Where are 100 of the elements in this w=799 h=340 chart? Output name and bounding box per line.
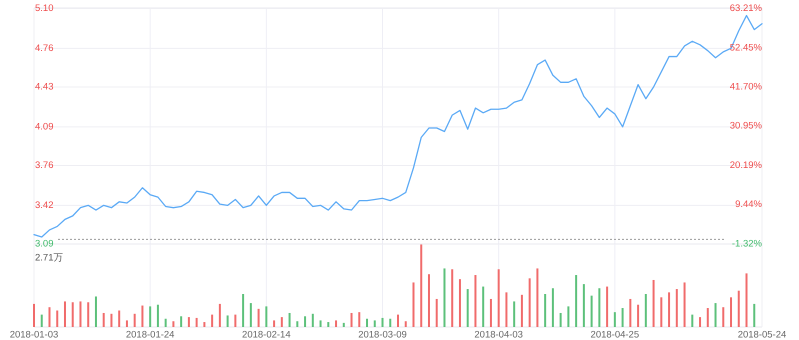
y-tick-label: 3.09 xyxy=(35,238,54,250)
y2-tick-label: 41.70% xyxy=(730,82,763,92)
bar xyxy=(40,314,43,327)
bar xyxy=(598,288,600,327)
bar xyxy=(420,244,422,327)
bar xyxy=(79,301,82,327)
bar xyxy=(180,316,182,327)
y2-tick-label: 30.95% xyxy=(730,120,763,132)
bar xyxy=(722,307,724,327)
bar xyxy=(335,320,338,327)
bar xyxy=(505,292,508,327)
bar xyxy=(552,288,554,327)
bar xyxy=(622,308,624,327)
bar xyxy=(126,320,128,327)
bar xyxy=(156,304,159,327)
bar xyxy=(466,289,469,327)
bar xyxy=(242,294,244,327)
bar xyxy=(94,296,97,327)
bar xyxy=(288,312,291,327)
bar xyxy=(366,318,368,327)
y2-tick-label: 20.19% xyxy=(730,160,763,171)
bar xyxy=(684,282,686,327)
y-tick-label: 3.42 xyxy=(35,200,54,211)
bar xyxy=(149,306,152,327)
bar xyxy=(498,269,500,327)
bar xyxy=(482,286,484,327)
x-tick-label: 2018-04-03 xyxy=(474,330,523,340)
bar xyxy=(218,304,221,327)
bar xyxy=(304,316,306,327)
y-tick-label: 4.43 xyxy=(35,82,54,92)
y-tick-label: 4.09 xyxy=(35,121,54,132)
bar xyxy=(443,268,446,327)
bar xyxy=(280,317,283,327)
annotation: 2.71万 xyxy=(35,252,64,264)
bar xyxy=(404,321,407,327)
bar xyxy=(265,306,268,327)
bar xyxy=(451,269,454,327)
bar xyxy=(560,312,562,327)
bar xyxy=(629,298,632,327)
bar xyxy=(102,312,105,327)
bar xyxy=(258,308,260,327)
bar xyxy=(196,318,198,327)
bar xyxy=(273,320,276,327)
bar xyxy=(458,279,461,327)
bar xyxy=(312,314,314,327)
bar xyxy=(382,318,384,327)
bar xyxy=(374,320,376,327)
line-series xyxy=(33,14,763,238)
bar xyxy=(211,314,214,327)
bar xyxy=(490,298,492,327)
bar xyxy=(250,303,252,327)
bar xyxy=(350,312,353,327)
bar xyxy=(110,314,112,327)
bar xyxy=(668,292,670,327)
bar xyxy=(544,294,546,327)
bar xyxy=(714,303,717,327)
x-tick-label: 2018-02-14 xyxy=(242,330,291,340)
bar xyxy=(699,317,702,327)
bar xyxy=(428,274,430,327)
bar xyxy=(746,273,748,327)
bar xyxy=(134,314,136,327)
bar xyxy=(614,312,616,327)
y-tick-label: 4.76 xyxy=(35,42,54,54)
y-tick-label: 5.10 xyxy=(35,3,54,14)
y2-tick-label: 52.45% xyxy=(730,42,763,54)
x-tick-label: 2018-05-24 xyxy=(738,330,786,340)
bar xyxy=(48,307,50,327)
bar xyxy=(358,312,360,327)
bar xyxy=(234,314,236,327)
bar xyxy=(87,302,90,327)
bar xyxy=(203,322,206,327)
bar xyxy=(320,320,322,327)
bar xyxy=(33,304,35,327)
bar xyxy=(753,304,756,327)
y2-tick-label: 9.44% xyxy=(735,199,763,210)
bar xyxy=(606,286,608,327)
y2-tick-label: -1.32% xyxy=(732,238,763,250)
bar xyxy=(389,318,392,327)
bar xyxy=(676,289,678,327)
bar xyxy=(164,318,167,327)
x-tick-label: 2018-01-24 xyxy=(126,330,174,340)
bar xyxy=(567,306,570,327)
x-tick-label: 2018-01-03 xyxy=(10,330,58,340)
y2-tick-label: 63.21% xyxy=(730,3,763,14)
bar xyxy=(644,294,647,327)
x-tick-label: 2018-04-25 xyxy=(590,330,640,340)
bar xyxy=(652,280,655,327)
bar xyxy=(56,310,58,327)
bar xyxy=(582,284,585,327)
y-tick-label: 3.76 xyxy=(35,160,54,171)
bar xyxy=(730,297,732,327)
bar xyxy=(188,317,190,327)
bar xyxy=(528,278,531,327)
bar xyxy=(474,275,476,327)
bar xyxy=(590,296,593,327)
bar xyxy=(64,301,66,327)
bar xyxy=(706,308,709,327)
bar xyxy=(172,321,174,327)
bar xyxy=(691,314,694,327)
bar xyxy=(342,322,345,327)
